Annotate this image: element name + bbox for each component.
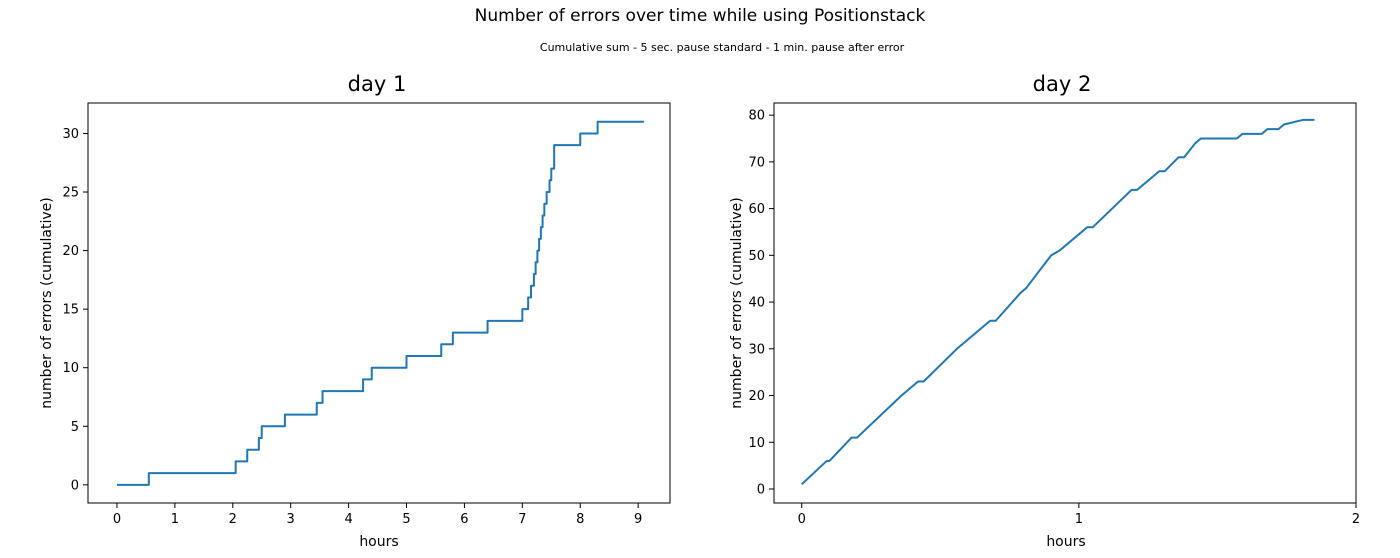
x-axis-label-day-1: hours <box>359 534 398 550</box>
x-tick-label: 0 <box>798 512 806 527</box>
x-tick-label: 7 <box>518 512 526 527</box>
y-tick-label: 10 <box>62 361 79 376</box>
chart-title-day-2: day 2 <box>1033 72 1092 96</box>
y-tick-label: 15 <box>62 303 79 318</box>
plot-frame-day-1 <box>87 102 671 504</box>
y-tick-label: 5 <box>71 420 79 435</box>
y-axis-label-day-2: number of errors (cumulative) <box>729 197 745 408</box>
chart-day-1: day 1 0 1 2 3 4 5 6 7 8 9 0 5 10 15 20 25 30 hours numbe… <box>39 72 671 550</box>
x-tick-label: 5 <box>402 512 410 527</box>
y-tick-label: 0 <box>71 478 79 493</box>
series-layer-day-2 <box>801 118 1315 486</box>
y-tick-label: 50 <box>748 249 765 264</box>
x-tick-label: 2 <box>1352 512 1360 527</box>
x-tick-label: 9 <box>634 512 642 527</box>
y-tick-label: 0 <box>757 482 765 497</box>
x-tick-label: 1 <box>1075 512 1083 527</box>
x-tick-label: 3 <box>287 512 295 527</box>
x-tick-label: 4 <box>344 512 352 527</box>
y-tick-label: 10 <box>748 436 765 451</box>
y-tick-label: 20 <box>748 389 765 404</box>
y-tick-label: 80 <box>748 109 765 124</box>
y-tick-label: 70 <box>748 155 765 170</box>
series-line-day-2 <box>801 118 1315 486</box>
figure-title: Number of errors over time while using P… <box>475 6 926 26</box>
series-layer-day-1 <box>116 120 644 486</box>
x-tick-label: 6 <box>460 512 468 527</box>
series-line-day-1 <box>116 120 644 486</box>
y-axis-label-day-1: number of errors (cumulative) <box>39 197 55 408</box>
x-tick-label: 0 <box>113 512 121 527</box>
y-tick-label: 30 <box>62 127 79 142</box>
figure-subtitle: Cumulative sum - 5 sec. pause standard -… <box>540 41 905 54</box>
tick-layer-day-1: 0 1 2 3 4 5 6 7 8 9 0 5 10 15 20 25 30 <box>62 127 642 527</box>
plot-frame-day-2 <box>773 102 1357 504</box>
x-axis-label-day-2: hours <box>1046 534 1085 550</box>
x-tick-label: 2 <box>229 512 237 527</box>
chart-title-day-1: day 1 <box>348 72 407 96</box>
y-tick-label: 30 <box>748 342 765 357</box>
y-tick-label: 25 <box>62 186 79 201</box>
x-tick-label: 8 <box>576 512 584 527</box>
y-tick-label: 60 <box>748 202 765 217</box>
y-tick-label: 40 <box>748 296 765 311</box>
y-tick-label: 20 <box>62 244 79 259</box>
x-tick-label: 1 <box>171 512 179 527</box>
